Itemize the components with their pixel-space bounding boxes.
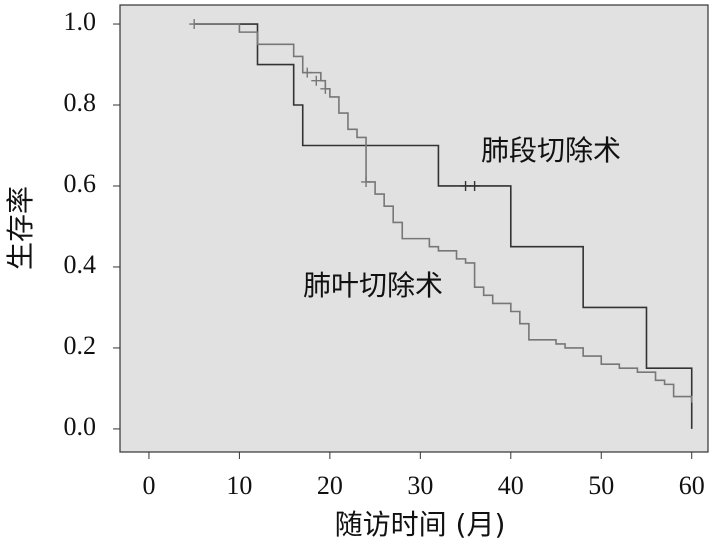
x-axis-label: 随访时间 (月)	[335, 508, 506, 541]
censor-mark	[460, 180, 471, 191]
censor-mark	[361, 176, 372, 187]
x-tick-label: 50	[588, 471, 614, 500]
censor-mark	[469, 180, 480, 191]
y-tick-label: 0.6	[64, 169, 97, 198]
y-axis-label: 生存率	[4, 186, 37, 270]
censor-mark	[320, 83, 331, 94]
x-tick-label: 10	[226, 471, 252, 500]
x-tick-label: 40	[498, 471, 524, 500]
series-label: 肺叶切除术	[303, 269, 443, 302]
x-tick-label: 0	[142, 471, 155, 500]
survival-line	[194, 23, 693, 429]
censor-mark	[302, 67, 313, 78]
censor-mark	[311, 75, 322, 86]
y-tick-label: 1.0	[64, 7, 97, 36]
y-tick-label: 0.0	[64, 412, 97, 441]
censor-mark	[189, 19, 200, 30]
plot-area	[119, 4, 709, 453]
y-tick-label: 0.8	[64, 88, 97, 117]
x-tick-label: 20	[317, 471, 343, 500]
y-tick-label: 0.2	[64, 331, 97, 360]
y-tick-label: 0.4	[64, 250, 97, 279]
series-label: 肺段切除术	[481, 134, 621, 167]
x-tick-label: 30	[407, 471, 433, 500]
x-tick-label: 60	[679, 471, 705, 500]
